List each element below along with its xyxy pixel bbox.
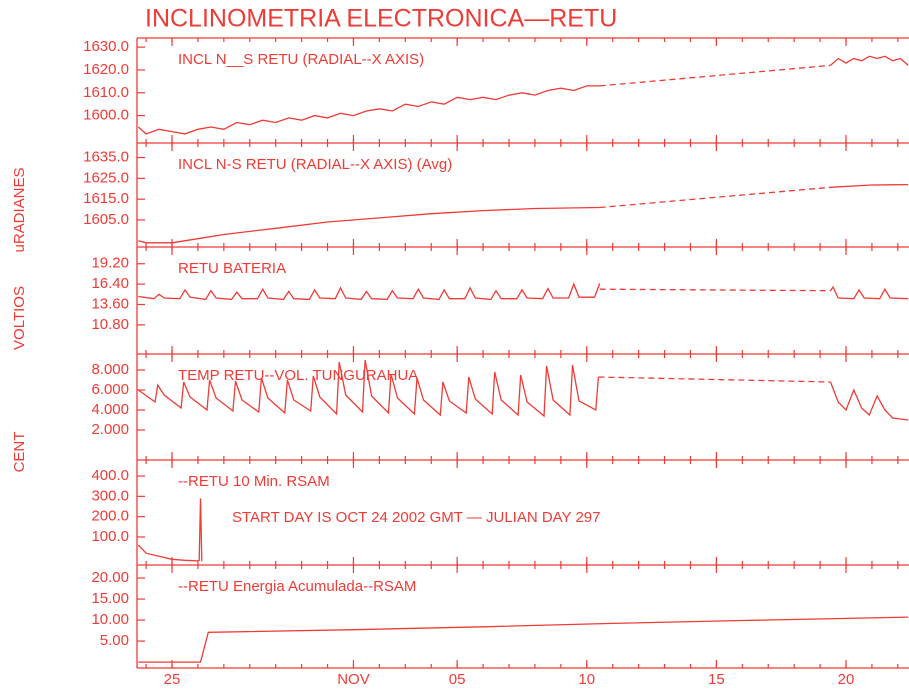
panel-label: INCL N-S RETU (RADIAL--X AXIS) (Avg) <box>178 156 452 173</box>
chart-title: INCLINOMETRIA ELECTRONICA—RETU <box>145 5 617 33</box>
y-tick-label: 1620.0 <box>83 61 129 78</box>
y-axis-label: VOLTIOS <box>11 286 28 350</box>
y-tick-label: 4.000 <box>91 401 129 418</box>
y-tick-label: 200.0 <box>91 508 129 525</box>
y-tick-label: 300.0 <box>91 487 129 504</box>
x-tick-label: 10 <box>578 671 595 688</box>
x-tick-label: 20 <box>838 671 855 688</box>
line <box>138 282 601 301</box>
panel-label: --RETU Energia Acumulada--RSAM <box>178 578 416 595</box>
y-tick-label: 13.60 <box>91 295 129 312</box>
y-tick-label: 400.0 <box>91 467 129 484</box>
y-tick-label: 6.000 <box>91 381 129 398</box>
y-tick-label: 10.80 <box>91 316 129 333</box>
line <box>830 183 909 188</box>
panel-label: TEMP RETU--VOL. TUNGURAHUA <box>178 367 418 384</box>
y-tick-label: 16.40 <box>91 275 129 292</box>
panel-label: RETU BATERIA <box>178 260 286 277</box>
y-axis-label: CENT <box>11 432 28 473</box>
y-tick-label: 1630.0 <box>83 38 129 55</box>
line <box>829 285 909 300</box>
panel-label: --RETU 10 Min. RSAM <box>178 473 330 490</box>
dashed-line <box>599 64 831 87</box>
dashed-line <box>599 186 831 209</box>
x-tick-label: 25 <box>164 671 181 688</box>
line <box>830 55 909 66</box>
line <box>137 498 203 562</box>
y-tick-label: 2.000 <box>91 421 129 438</box>
y-tick-label: 1625.0 <box>83 169 129 186</box>
line <box>138 616 909 663</box>
y-tick-label: 1610.0 <box>83 84 129 101</box>
x-tick-label: 05 <box>449 671 466 688</box>
y-tick-label: 100.0 <box>91 528 129 545</box>
y-tick-label: 8.000 <box>91 361 129 378</box>
y-tick-label: 1635.0 <box>83 149 129 166</box>
y-tick-label: 1605.0 <box>83 211 129 228</box>
y-tick-label: 1600.0 <box>83 107 129 124</box>
line <box>137 85 600 135</box>
x-tick-label: 15 <box>708 671 725 688</box>
x-tick-label: NOV <box>337 671 370 688</box>
y-tick-label: 19.20 <box>91 255 129 272</box>
y-tick-label: 1615.0 <box>83 190 129 207</box>
panel-label: INCL N__S RETU (RADIAL--X AXIS) <box>178 51 424 68</box>
y-tick-label: 20.00 <box>91 569 129 586</box>
dashed-line <box>599 288 831 292</box>
line <box>829 381 909 421</box>
y-tick-label: 5.00 <box>100 632 129 649</box>
dashed-line <box>598 376 831 383</box>
panel-label: START DAY IS OCT 24 2002 GMT — JULIAN DA… <box>232 509 600 526</box>
y-axis-label: uRADIANES <box>11 167 28 252</box>
line <box>137 359 600 418</box>
y-tick-label: 10.00 <box>91 611 129 628</box>
line <box>138 206 600 244</box>
y-tick-label: 15.00 <box>91 590 129 607</box>
